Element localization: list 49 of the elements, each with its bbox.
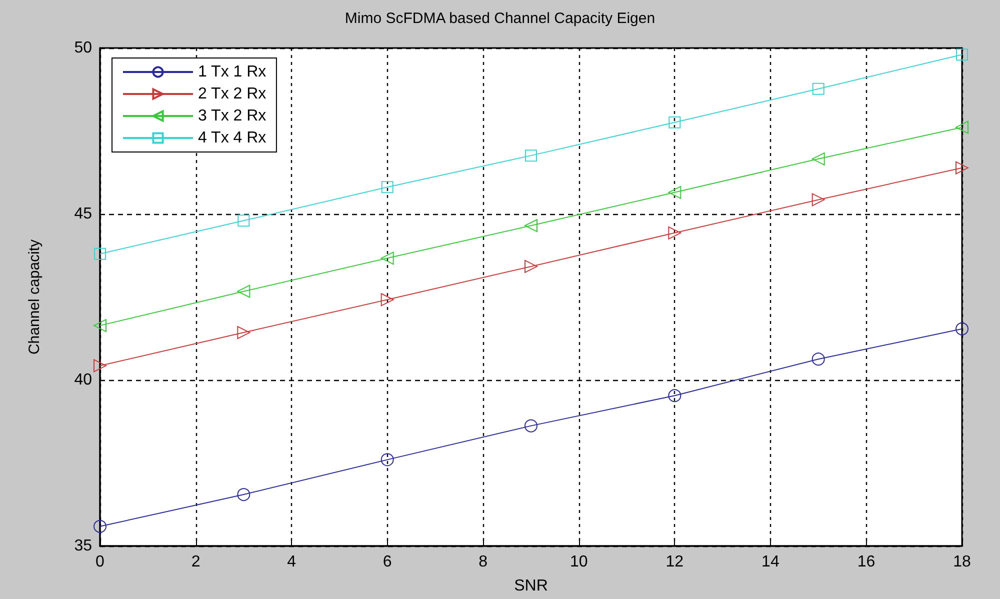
point [237, 488, 250, 502]
point [238, 214, 250, 227]
chart-title: Mimo ScFDMA based Channel Capacity Eigen [344, 10, 656, 27]
point [381, 181, 394, 194]
point [380, 453, 394, 466]
point [237, 284, 250, 298]
x-tick-label: 2 [191, 554, 200, 570]
point [956, 48, 968, 61]
legend-label: 2 Tx 2 Rx [198, 86, 266, 102]
point [237, 326, 250, 340]
point [94, 359, 106, 372]
x-tick-label: 18 [953, 554, 971, 570]
point [812, 152, 825, 166]
x-tick-label: 16 [857, 554, 876, 570]
point [668, 226, 682, 240]
point [94, 319, 106, 332]
point [668, 116, 681, 128]
point [812, 193, 825, 206]
point [380, 293, 394, 306]
legend-label: 3 Tx 2 Rx [198, 108, 266, 124]
legend-label: 1 Tx 1 Rx [198, 64, 266, 80]
x-axis-title: SNR [514, 578, 548, 594]
y-axis-title: Channel capacity [26, 238, 43, 355]
point [94, 248, 106, 260]
point [812, 352, 825, 366]
point [524, 219, 538, 232]
legend-label: 4 Tx 4 Rx [198, 130, 266, 146]
x-tick-label: 12 [666, 554, 684, 570]
y-tick-label: 45 [74, 206, 92, 222]
y-tick-label: 50 [74, 40, 92, 56]
x-tick-label: 14 [762, 554, 780, 570]
x-tick-label: 4 [287, 554, 296, 570]
y-tick-label: 35 [74, 538, 92, 554]
x-tick-label: 6 [382, 554, 392, 570]
point [524, 260, 538, 273]
y-tick-label: 40 [74, 372, 92, 388]
x-tick-label: 10 [570, 554, 588, 570]
point [668, 389, 682, 402]
point [668, 186, 682, 199]
point [525, 150, 537, 162]
x-tick-label: 0 [96, 554, 105, 570]
point [94, 520, 106, 533]
x-tick-label: 8 [478, 554, 488, 570]
point [812, 82, 824, 95]
point [524, 419, 538, 432]
point [956, 161, 968, 174]
point [380, 252, 394, 265]
point [956, 120, 968, 134]
point [956, 322, 968, 336]
